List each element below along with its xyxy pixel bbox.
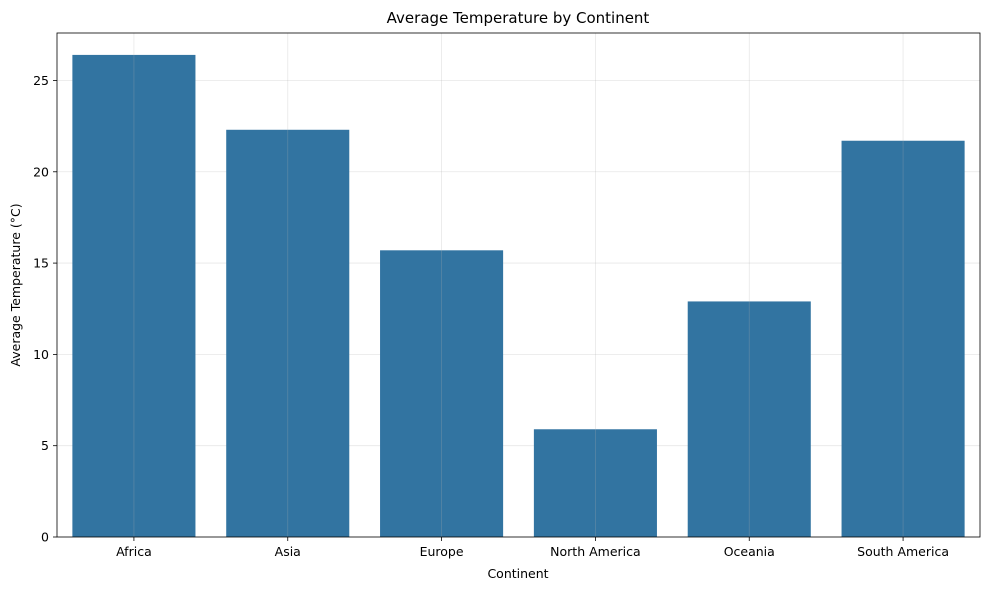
bar [226,129,350,538]
x-ticks: Africa Asia Europe North America Oceania Sout… [116,537,949,559]
x-tick-label: Europe [420,544,464,559]
bar [72,54,196,537]
x-tick-label: North America [550,544,641,559]
bar [380,250,504,537]
x-tick-label: Oceania [724,544,775,559]
y-tick-label: 10 [33,347,49,362]
y-tick-label: 20 [33,164,49,179]
bar [841,140,965,537]
bar [533,429,657,537]
bar [687,301,811,537]
y-tick-label: 15 [33,256,49,271]
y-ticks: 0 5 10 15 20 25 [33,73,57,545]
y-tick-label: 0 [41,530,49,545]
chart-title: Average Temperature by Continent [387,9,650,27]
x-axis-label: Continent [487,566,548,581]
bars-layer [72,54,965,538]
y-axis-label: Average Temperature (°C) [8,203,23,366]
y-tick-label: 25 [33,73,49,88]
x-tick-label: Africa [116,544,152,559]
plot-frame [56,32,981,538]
x-tick-label: South America [857,544,949,559]
x-tick-label: Asia [275,544,301,559]
axes-layer [56,32,981,538]
y-tick-label: 5 [41,438,49,453]
